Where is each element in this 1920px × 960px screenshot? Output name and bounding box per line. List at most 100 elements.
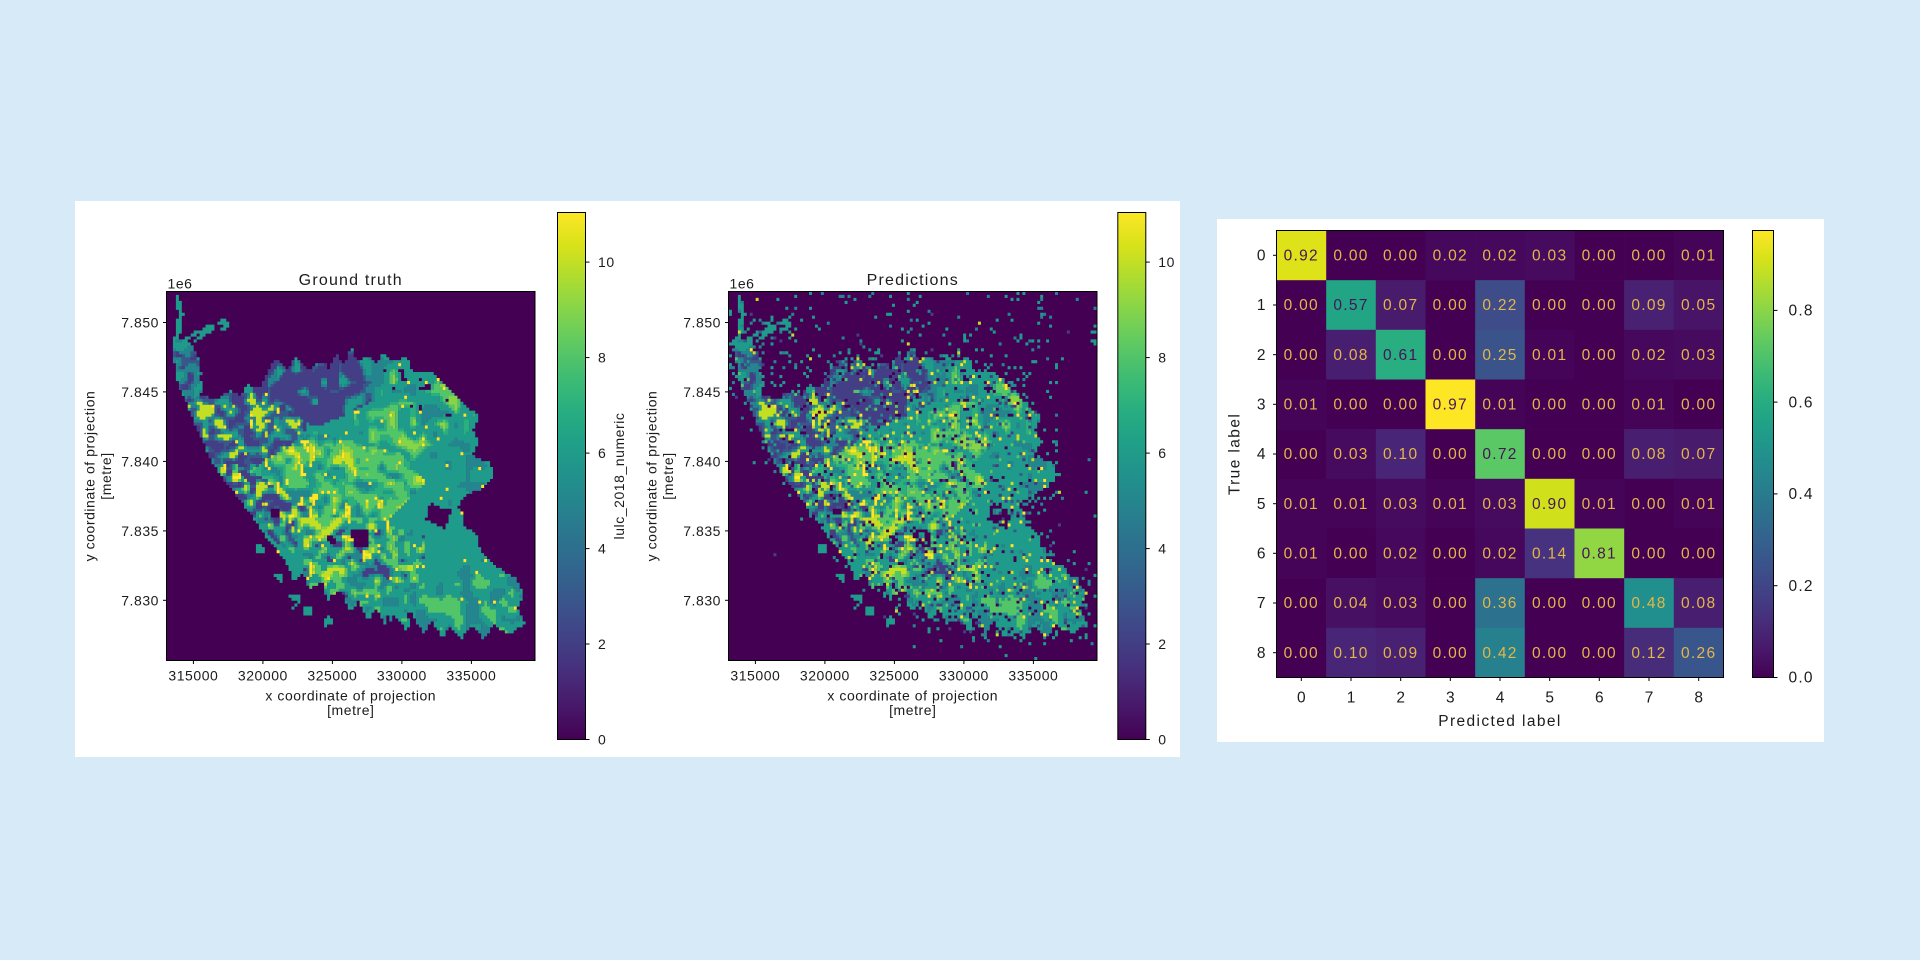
svg-text:0.08: 0.08: [1681, 595, 1716, 612]
svg-text:330000: 330000: [939, 668, 989, 684]
svg-text:0.10: 0.10: [1383, 446, 1418, 463]
svg-text:0.57: 0.57: [1333, 297, 1368, 314]
svg-text:325000: 325000: [307, 668, 357, 684]
svg-text:0.00: 0.00: [1333, 397, 1368, 414]
svg-text:0.02: 0.02: [1433, 248, 1468, 265]
svg-text:0.8: 0.8: [1789, 303, 1814, 320]
svg-text:0.01: 0.01: [1681, 248, 1716, 265]
svg-text:7.845: 7.845: [683, 384, 721, 400]
svg-text:0.00: 0.00: [1631, 546, 1666, 563]
svg-text:0.03: 0.03: [1681, 347, 1716, 364]
svg-text:0.05: 0.05: [1681, 297, 1716, 314]
svg-text:8: 8: [1158, 350, 1166, 366]
svg-text:0.03: 0.03: [1333, 446, 1368, 463]
svg-text:x coordinate of projection: x coordinate of projection: [827, 688, 998, 704]
svg-text:[metre]: [metre]: [889, 702, 936, 718]
svg-text:0.48: 0.48: [1631, 595, 1666, 612]
svg-text:0.02: 0.02: [1383, 546, 1418, 563]
svg-text:0.02: 0.02: [1482, 248, 1517, 265]
svg-text:y coordinate of projection: y coordinate of projection: [644, 391, 660, 562]
svg-text:[metre]: [metre]: [327, 702, 374, 718]
svg-text:0.22: 0.22: [1482, 297, 1517, 314]
svg-text:0.26: 0.26: [1681, 645, 1716, 662]
svg-text:0.01: 0.01: [1681, 496, 1716, 513]
svg-text:0.01: 0.01: [1333, 496, 1368, 513]
svg-text:3: 3: [1257, 397, 1266, 414]
svg-text:0.97: 0.97: [1433, 397, 1468, 414]
svg-text:7.835: 7.835: [683, 523, 721, 539]
svg-text:7.850: 7.850: [683, 315, 721, 331]
svg-text:7.840: 7.840: [121, 453, 159, 469]
svg-text:0.00: 0.00: [1333, 248, 1368, 265]
svg-text:Predicted label: Predicted label: [1438, 713, 1562, 730]
svg-text:0.00: 0.00: [1433, 546, 1468, 563]
svg-text:0.00: 0.00: [1284, 347, 1319, 364]
svg-text:0.00: 0.00: [1433, 297, 1468, 314]
svg-text:4: 4: [598, 541, 606, 557]
svg-text:0.00: 0.00: [1681, 397, 1716, 414]
svg-text:1: 1: [1257, 297, 1266, 314]
svg-text:[metre]: [metre]: [98, 452, 114, 499]
svg-text:6: 6: [1595, 690, 1604, 707]
svg-text:6: 6: [1158, 445, 1166, 461]
svg-text:10: 10: [1158, 254, 1175, 270]
svg-text:7: 7: [1257, 595, 1266, 612]
svg-text:2: 2: [598, 636, 606, 652]
svg-text:0.07: 0.07: [1383, 297, 1418, 314]
svg-text:0.6: 0.6: [1789, 394, 1814, 411]
svg-text:0.00: 0.00: [1433, 595, 1468, 612]
svg-text:0.00: 0.00: [1433, 446, 1468, 463]
svg-text:0.04: 0.04: [1333, 595, 1368, 612]
svg-text:335000: 335000: [1008, 668, 1058, 684]
svg-text:0.92: 0.92: [1284, 248, 1319, 265]
svg-text:0.01: 0.01: [1284, 496, 1319, 513]
svg-text:0.00: 0.00: [1383, 248, 1418, 265]
svg-text:0.00: 0.00: [1433, 645, 1468, 662]
svg-text:0: 0: [1257, 248, 1266, 265]
svg-text:6: 6: [598, 445, 606, 461]
svg-text:0.01: 0.01: [1433, 496, 1468, 513]
svg-text:0.08: 0.08: [1631, 446, 1666, 463]
svg-text:1e6: 1e6: [168, 276, 193, 292]
svg-text:0.03: 0.03: [1383, 595, 1418, 612]
svg-text:320000: 320000: [238, 668, 288, 684]
svg-text:5: 5: [1257, 496, 1266, 513]
svg-text:4: 4: [1158, 541, 1166, 557]
svg-text:0.01: 0.01: [1284, 546, 1319, 563]
svg-text:0.03: 0.03: [1383, 496, 1418, 513]
svg-text:8: 8: [1257, 645, 1266, 662]
svg-text:7.830: 7.830: [683, 592, 721, 608]
svg-text:0.09: 0.09: [1383, 645, 1418, 662]
svg-text:7.835: 7.835: [121, 523, 159, 539]
svg-text:3: 3: [1446, 690, 1455, 707]
svg-text:0.90: 0.90: [1532, 496, 1567, 513]
svg-text:0.00: 0.00: [1284, 645, 1319, 662]
svg-text:335000: 335000: [446, 668, 496, 684]
svg-text:0.03: 0.03: [1482, 496, 1517, 513]
svg-text:7: 7: [1645, 690, 1654, 707]
svg-text:0.00: 0.00: [1582, 397, 1617, 414]
svg-text:0.00: 0.00: [1532, 397, 1567, 414]
svg-text:7.845: 7.845: [121, 384, 159, 400]
svg-text:0: 0: [598, 732, 606, 748]
svg-text:4: 4: [1496, 690, 1505, 707]
svg-text:0.12: 0.12: [1631, 645, 1666, 662]
svg-text:lulc_2018_numeric: lulc_2018_numeric: [611, 413, 627, 540]
svg-text:0.00: 0.00: [1582, 645, 1617, 662]
svg-text:315000: 315000: [168, 668, 218, 684]
svg-text:7.840: 7.840: [683, 453, 721, 469]
svg-text:0.08: 0.08: [1333, 347, 1368, 364]
svg-text:0.00: 0.00: [1582, 248, 1617, 265]
svg-text:0.10: 0.10: [1333, 645, 1368, 662]
svg-text:True label: True label: [1227, 413, 1244, 495]
svg-text:0.00: 0.00: [1532, 297, 1567, 314]
svg-text:330000: 330000: [377, 668, 427, 684]
svg-text:0.01: 0.01: [1532, 347, 1567, 364]
svg-text:0.00: 0.00: [1582, 297, 1617, 314]
svg-text:0.0: 0.0: [1789, 670, 1814, 687]
svg-text:2: 2: [1158, 636, 1166, 652]
svg-text:0.00: 0.00: [1532, 446, 1567, 463]
svg-text:0.00: 0.00: [1582, 347, 1617, 364]
svg-text:0.00: 0.00: [1284, 446, 1319, 463]
svg-text:0.02: 0.02: [1631, 347, 1666, 364]
